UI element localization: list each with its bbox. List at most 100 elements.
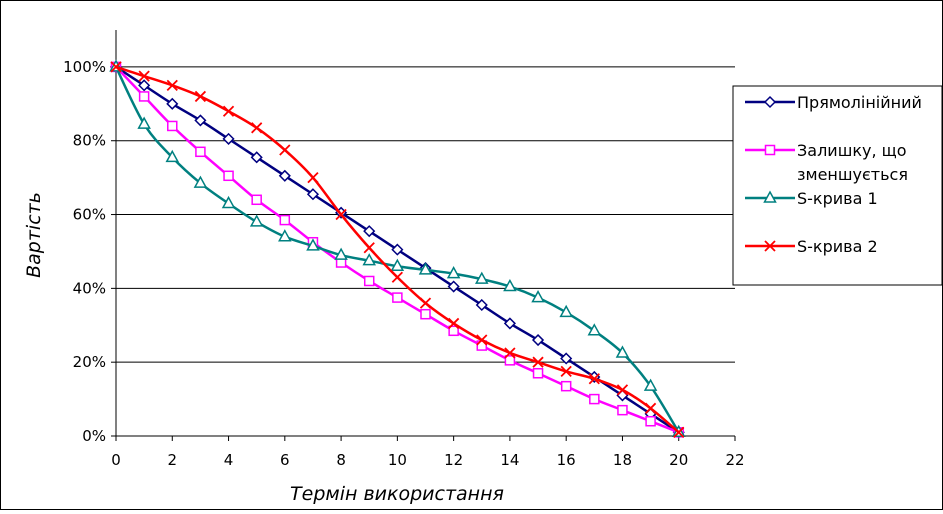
x-tick-label: 18	[613, 451, 632, 469]
legend-item: S-крива 2	[745, 237, 878, 256]
data-point	[251, 194, 262, 206]
data-point	[193, 175, 208, 188]
data-point	[448, 325, 459, 337]
legend-label: Залишку, що	[797, 141, 907, 160]
data-point	[165, 149, 180, 163]
data-point	[391, 271, 404, 283]
legend-swatch-marker	[763, 95, 777, 109]
y-tick-label: 80%	[73, 132, 106, 150]
data-point	[447, 280, 460, 293]
data-point	[418, 262, 433, 275]
data-point	[446, 266, 461, 279]
data-point	[195, 146, 206, 158]
data-point	[278, 169, 291, 182]
data-point	[475, 298, 488, 312]
data-point	[615, 345, 630, 358]
x-tick-label: 14	[500, 451, 519, 469]
data-point	[363, 275, 375, 287]
data-point	[587, 323, 602, 336]
legend-item: Прямолінійний	[745, 93, 922, 112]
legend-swatch-marker	[763, 190, 777, 203]
data-point	[110, 61, 122, 73]
data-point	[531, 290, 545, 303]
data-point	[251, 122, 263, 134]
data-point	[138, 70, 150, 82]
data-point	[334, 247, 348, 260]
y-tick-label: 20%	[73, 353, 106, 371]
data-point	[250, 151, 263, 164]
data-point	[644, 402, 657, 414]
data-point	[390, 258, 405, 271]
data-point	[363, 225, 376, 238]
y-tick-label: 100%	[63, 58, 106, 76]
legend-label: S-крива 2	[797, 237, 878, 256]
data-point	[249, 214, 264, 227]
data-point	[645, 415, 656, 427]
data-point	[138, 91, 150, 102]
x-tick-label: 4	[224, 451, 234, 469]
data-point	[503, 317, 516, 330]
data-point	[278, 229, 292, 242]
data-point	[616, 384, 629, 396]
data-point	[223, 170, 234, 182]
data-point	[673, 426, 685, 438]
data-point	[617, 404, 628, 416]
data-point	[306, 238, 320, 251]
data-point	[279, 144, 291, 156]
data-point	[335, 208, 347, 221]
data-point	[391, 243, 404, 256]
legend-swatch-marker	[764, 240, 776, 252]
data-point	[419, 297, 432, 309]
data-point	[560, 365, 572, 378]
legend-item: Залишку, що зменшується	[745, 141, 908, 184]
legend-box	[732, 85, 943, 286]
data-point	[222, 105, 235, 117]
data-point	[532, 368, 544, 379]
data-point	[643, 378, 658, 391]
data-point	[362, 253, 376, 266]
series-group	[109, 59, 686, 439]
x-tick-label: 16	[557, 451, 576, 469]
data-point	[138, 79, 151, 92]
data-point	[194, 90, 207, 103]
y-axis-title: Вартість	[23, 192, 45, 278]
series-x	[110, 61, 685, 438]
y-tick-label: 0%	[82, 427, 106, 445]
series-triangle	[109, 59, 686, 438]
data-point	[194, 114, 207, 127]
legend-label: Прямолінійний	[797, 93, 922, 112]
legend-label: зменшується	[797, 165, 908, 184]
legend-swatch-marker	[764, 144, 776, 156]
data-point	[588, 373, 600, 385]
data-point	[560, 380, 572, 392]
data-point	[137, 116, 151, 129]
x-tick-label: 22	[725, 451, 744, 469]
legend-item: S-крива 1	[745, 189, 878, 208]
data-point	[222, 132, 235, 145]
legend-label: S-крива 1	[797, 189, 878, 208]
legend: Прямолінійний Залишку, що зменшується S-кри…	[732, 85, 943, 286]
data-point	[166, 79, 178, 91]
data-point	[392, 292, 403, 303]
x-tick-label: 8	[336, 451, 346, 469]
data-point	[221, 195, 236, 209]
x-tick-label: 0	[111, 451, 121, 469]
data-point	[503, 278, 517, 292]
data-point	[504, 347, 516, 359]
data-point	[532, 356, 544, 368]
data-point	[560, 352, 573, 365]
y-tick-label: 40%	[73, 279, 106, 297]
data-point	[447, 317, 460, 330]
data-point	[307, 171, 319, 184]
data-point	[559, 304, 573, 318]
x-tick-label: 20	[669, 451, 688, 469]
data-point	[589, 393, 600, 405]
axes: 0% 20% 40% 60% 80% 100% 0 2 4 6 8 10 12 14 16 18 20 22	[63, 30, 745, 469]
x-tick-label: 2	[167, 451, 177, 469]
data-point	[279, 214, 291, 226]
data-point	[306, 188, 320, 201]
data-point	[475, 271, 489, 284]
data-point	[504, 355, 516, 366]
